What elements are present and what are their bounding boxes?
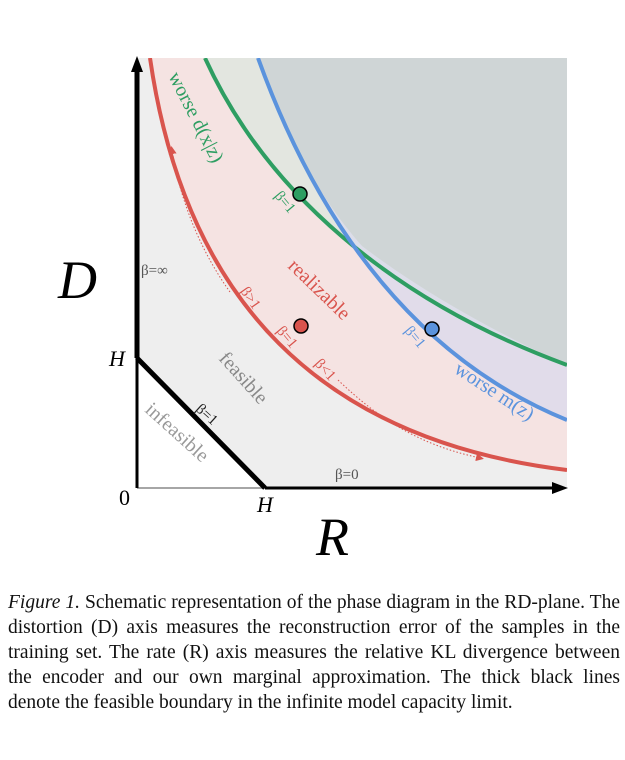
phase-diagram: D R 0 H H β=∞ β=0 β=1 β=1 β=1 β=1 β>1 β<…	[57, 56, 568, 567]
origin-label: 0	[119, 485, 130, 510]
red-beta-one-point	[293, 318, 309, 334]
green-curve	[203, 58, 567, 367]
beta-decrease-arrow	[337, 379, 484, 462]
x-axis-label: R	[315, 507, 349, 567]
beta-zero-label: β=0	[335, 467, 359, 483]
x-intercept-label: H	[256, 492, 274, 517]
y-axis-label: D	[57, 250, 97, 310]
figure-caption: Figure 1. Schematic representation of th…	[8, 590, 620, 715]
beta-increase-arrow	[168, 146, 231, 293]
green-beta-one-point	[292, 186, 308, 202]
blue-beta-one-point	[424, 321, 440, 337]
y-intercept-label: H	[108, 346, 126, 371]
blue-curve	[256, 58, 567, 422]
dark-region	[258, 58, 567, 365]
caption-text: Schematic representation of the phase di…	[8, 592, 620, 713]
x-axis-arrow	[552, 482, 568, 494]
red-curve	[148, 58, 567, 472]
caption-lead: Figure 1.	[8, 592, 81, 613]
feasible-boundary	[135, 356, 267, 490]
y-axis-arrow	[131, 56, 143, 72]
beta-infinity-label: β=∞	[141, 263, 168, 279]
